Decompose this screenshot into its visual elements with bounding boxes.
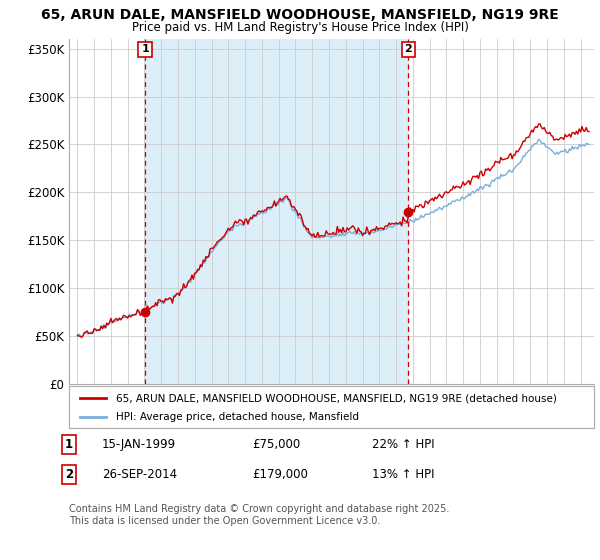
Text: 65, ARUN DALE, MANSFIELD WOODHOUSE, MANSFIELD, NG19 9RE (detached house): 65, ARUN DALE, MANSFIELD WOODHOUSE, MANS…: [116, 393, 557, 403]
Text: £75,000: £75,000: [252, 438, 300, 451]
Text: 13% ↑ HPI: 13% ↑ HPI: [372, 468, 434, 480]
Text: Price paid vs. HM Land Registry's House Price Index (HPI): Price paid vs. HM Land Registry's House …: [131, 21, 469, 34]
Text: 1: 1: [141, 44, 149, 54]
Bar: [145, 39, 409, 384]
Text: 22% ↑ HPI: 22% ↑ HPI: [372, 438, 434, 451]
Text: 65, ARUN DALE, MANSFIELD WOODHOUSE, MANSFIELD, NG19 9RE: 65, ARUN DALE, MANSFIELD WOODHOUSE, MANS…: [41, 8, 559, 22]
Text: Contains HM Land Registry data © Crown copyright and database right 2025.
This d: Contains HM Land Registry data © Crown c…: [69, 504, 449, 526]
Text: £179,000: £179,000: [252, 468, 308, 480]
Text: 2: 2: [404, 44, 412, 54]
Text: 26-SEP-2014: 26-SEP-2014: [102, 468, 177, 480]
Text: 1: 1: [65, 438, 73, 451]
Text: HPI: Average price, detached house, Mansfield: HPI: Average price, detached house, Mans…: [116, 412, 359, 422]
Text: 15-JAN-1999: 15-JAN-1999: [102, 438, 176, 451]
Text: 2: 2: [65, 468, 73, 480]
